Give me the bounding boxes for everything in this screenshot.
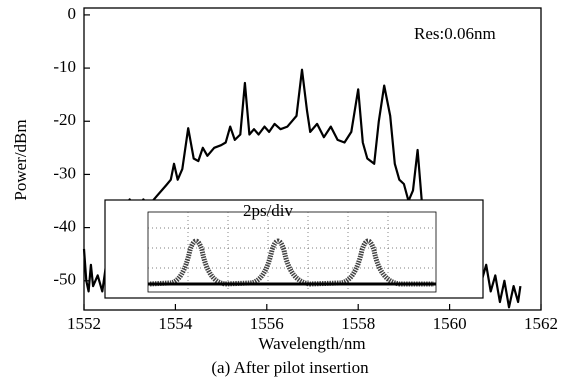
x-axis-label: Wavelength/nm (258, 334, 365, 353)
y-axis-label: Power/dBm (11, 119, 30, 200)
y-tick-label: -30 (53, 163, 76, 182)
x-tick-label: 1554 (158, 314, 193, 333)
x-tick-label: 1556 (250, 314, 284, 333)
annotation: Res:0.06nm (414, 24, 496, 43)
inset-label: 2ps/div (243, 201, 294, 220)
chart: Res:0.06nm Wavelength/nm Power/dBm (a) A… (0, 0, 567, 381)
y-tick-label: -20 (53, 110, 76, 129)
y-tick-label: -50 (53, 270, 76, 289)
x-tick-label: 1562 (524, 314, 558, 333)
y-tick-label: 0 (68, 4, 77, 23)
y-tick-label: -40 (53, 216, 76, 235)
inset: 2ps/div (105, 200, 483, 298)
x-tick-label: 1560 (433, 314, 467, 333)
x-tick-label: 1552 (67, 314, 101, 333)
x-tick-label: 1558 (341, 314, 375, 333)
y-tick-label: -10 (53, 57, 76, 76)
caption: (a) After pilot insertion (211, 358, 369, 377)
